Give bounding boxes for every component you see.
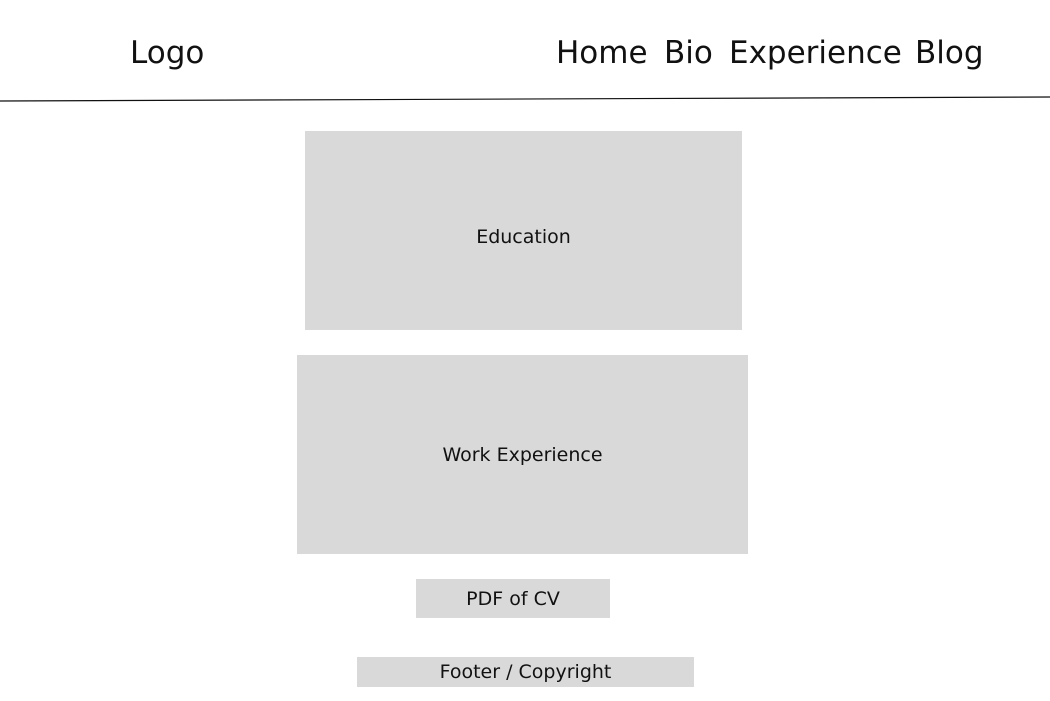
header-divider bbox=[0, 96, 1050, 102]
logo[interactable]: Logo bbox=[130, 35, 205, 71]
footer: Footer / Copyright bbox=[357, 657, 694, 687]
nav-link-bio[interactable]: Bio bbox=[664, 35, 713, 71]
education-section: Education bbox=[305, 131, 742, 330]
footer-copyright-label: Footer / Copyright bbox=[439, 661, 612, 683]
pdf-cv-label: PDF of CV bbox=[466, 587, 560, 610]
nav-link-home[interactable]: Home bbox=[556, 35, 648, 71]
nav-link-experience[interactable]: Experience bbox=[729, 35, 902, 71]
work-experience-section: Work Experience bbox=[297, 355, 748, 554]
pdf-cv-button[interactable]: PDF of CV bbox=[416, 579, 610, 618]
work-experience-label: Work Experience bbox=[442, 443, 603, 466]
nav-link-blog[interactable]: Blog bbox=[915, 35, 984, 71]
header-divider-line bbox=[0, 96, 1050, 102]
education-label: Education bbox=[476, 225, 571, 248]
